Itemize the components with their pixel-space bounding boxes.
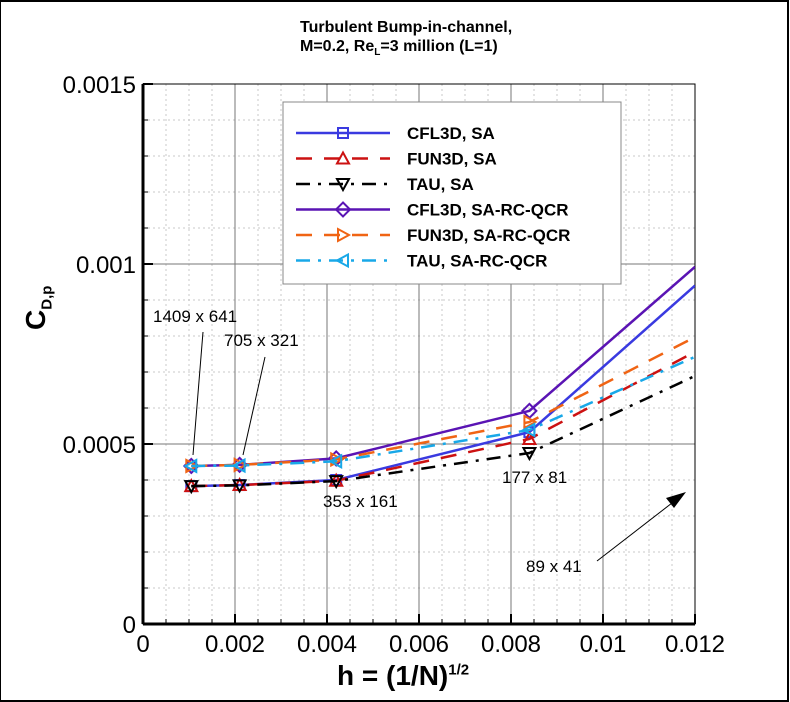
x-axis-label: h = (1/N)1/2 (337, 660, 470, 691)
x-tick-label: 0.012 (665, 631, 725, 658)
legend-marker-icon (335, 150, 351, 165)
legend-label: FUN3D, SA-RC-QCR (407, 226, 570, 245)
legend-marker-icon (334, 201, 352, 218)
x-tick-label: 0.002 (205, 631, 265, 658)
y-tick-label: 0.001 (76, 252, 136, 279)
series-line-5 (191, 355, 695, 468)
data-point-marker (231, 457, 246, 474)
data-point-marker (330, 451, 345, 468)
series-line-3 (191, 265, 695, 468)
x-tick-label: 0.01 (580, 631, 627, 658)
data-point-marker (183, 458, 198, 474)
legend-label: FUN3D, SA (407, 150, 497, 169)
annotation-leader-line (242, 356, 266, 456)
y-tick-label: 0.0015 (63, 72, 136, 99)
data-point-marker (183, 480, 199, 495)
data-point-marker (521, 422, 536, 438)
annotation-arrow-line (596, 502, 673, 562)
x-tick-label: 0 (136, 631, 149, 658)
legend-marker-icon (337, 227, 352, 243)
data-point-marker (521, 447, 538, 462)
x-tick-label: 0.004 (297, 631, 357, 658)
y-axis-label: CD,p (20, 285, 56, 330)
series-line-0 (191, 284, 695, 488)
chart-title: Turbulent Bump-in-channel, M=0.2, ReL=3 … (250, 18, 590, 62)
grid-size-annotation: 353 x 161 (323, 492, 398, 511)
x-tick-label: 0.006 (389, 631, 449, 658)
data-point-marker (231, 479, 248, 494)
legend-label: CFL3D, SA (407, 124, 495, 143)
legend-label: CFL3D, SA-RC-QCR (407, 201, 569, 220)
data-point-marker (523, 414, 538, 430)
arrow-head-icon (666, 492, 686, 508)
data-point-marker (521, 430, 538, 445)
data-point-marker (328, 475, 344, 490)
series-line-2 (191, 374, 695, 488)
grid-size-annotation: 89 x 41 (526, 557, 582, 576)
grid-size-annotation: 705 x 321 (224, 331, 299, 350)
legend-marker-icon (334, 252, 349, 269)
y-tick-label: 0.0005 (63, 432, 136, 459)
legend-label: TAU, SA-RC-QCR (407, 252, 547, 271)
title-line-2: M=0.2, ReL=3 million (L=1) (300, 38, 498, 59)
legend-label: TAU, SA (407, 175, 474, 194)
legend-marker-icon (335, 178, 351, 193)
data-point-marker (328, 453, 343, 469)
y-tick-label: 0 (123, 612, 136, 639)
x-tick-label: 0.008 (481, 631, 541, 658)
annotation-leader-line (192, 331, 204, 456)
title-line-1: Turbulent Bump-in-channel, (300, 19, 513, 36)
series-line-4 (191, 335, 695, 468)
grid-size-annotation: 177 x 81 (502, 468, 567, 487)
legend-marker-icon (337, 127, 349, 139)
grid-size-annotation: 1409 x 641 (153, 307, 237, 326)
